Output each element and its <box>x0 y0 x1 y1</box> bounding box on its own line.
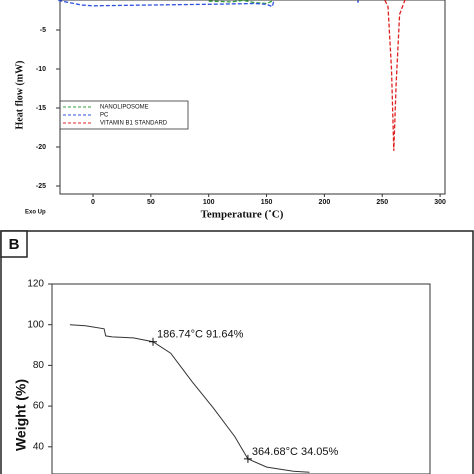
annotation-label: 364.68°C 34.05% <box>252 446 339 458</box>
y-tick-label: -25 <box>36 183 46 190</box>
x-tick-label: 200 <box>319 199 331 206</box>
y-tick-label: 120 <box>27 279 44 290</box>
x-tick-label: 0 <box>91 199 95 206</box>
legend-box <box>59 100 189 130</box>
legend-label: NANOLIPOSOME <box>100 105 149 111</box>
y-tick-label: 40 <box>33 441 45 452</box>
x-tick-label: 250 <box>376 199 388 206</box>
data-line <box>208 0 274 5</box>
panel-label: B <box>9 236 20 253</box>
x-axis-label: Temperature (˚C) <box>201 209 284 221</box>
y-tick-label: 100 <box>27 319 44 330</box>
data-line <box>69 324 310 473</box>
x-tick-label: 150 <box>261 199 273 206</box>
annotation-marker <box>243 454 252 463</box>
y-tick-label: 60 <box>33 401 45 412</box>
legend-label: PC <box>100 113 109 119</box>
y-tick-label: 80 <box>33 360 45 371</box>
x-tick-label: 50 <box>147 199 155 206</box>
y-tick-label: -5 <box>40 27 46 34</box>
data-line <box>384 0 406 151</box>
x-tick-label: 300 <box>434 199 446 206</box>
panel-label-box <box>0 230 28 258</box>
y-tick-label: -15 <box>36 105 46 112</box>
exo-note: Exo Up <box>25 210 46 216</box>
x-tick-label: 100 <box>203 199 215 206</box>
data-line <box>58 0 360 8</box>
annotation-marker <box>149 337 157 346</box>
annotation-label: 186.74°C 91.64% <box>157 329 244 341</box>
y-tick-label: -10 <box>36 66 46 73</box>
y-tick-label: -20 <box>36 144 46 151</box>
y-axis-label: Weight (%) <box>13 379 29 451</box>
plot-frame <box>59 0 446 195</box>
y-axis-label: Heat flow (mW) <box>14 61 25 130</box>
plot-frame <box>51 283 431 474</box>
panel-frame <box>0 230 474 474</box>
legend-label: VITAMIN B1 STANDARD <box>100 121 168 127</box>
